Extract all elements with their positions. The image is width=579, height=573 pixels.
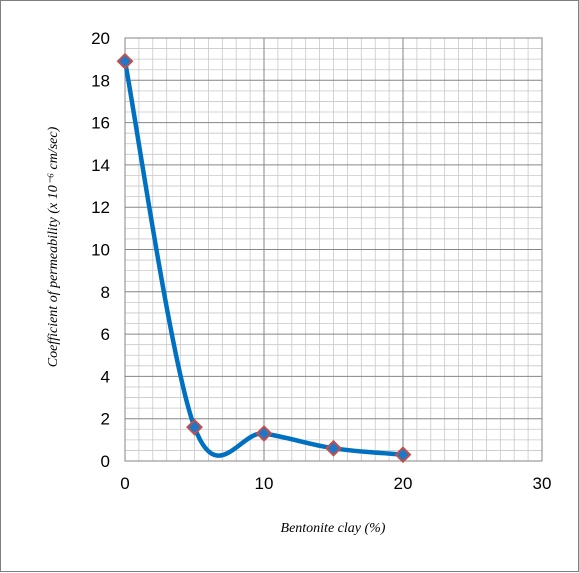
data-point-marker: [186, 418, 203, 436]
y-tick-label: 14: [91, 156, 110, 175]
x-tick-label: 20: [394, 474, 413, 493]
y-tick-label: 8: [101, 283, 110, 302]
major-grid: [124, 37, 543, 462]
y-tick-label: 18: [91, 71, 110, 90]
y-tick-label: 12: [91, 198, 110, 217]
y-tick-label: 10: [91, 241, 110, 260]
y-tick-label: 2: [101, 410, 110, 429]
series-group: [116, 52, 412, 464]
x-tick-labels: 0 10 20 30: [120, 474, 551, 493]
data-point-marker: [116, 52, 134, 70]
y-axis-title: Coefficient of permeability (x 10⁻⁶ cm/s…: [46, 126, 61, 367]
x-tick-label: 10: [255, 474, 274, 493]
y-tick-labels: 0 2 4 6 8 10 12 14 16 18 20: [91, 29, 110, 471]
y-tick-label: 16: [91, 114, 110, 133]
y-tick-label: 4: [101, 367, 110, 386]
data-point-marker: [325, 439, 342, 457]
plot-area-border: [124, 37, 543, 462]
x-tick-label: 0: [120, 474, 129, 493]
y-tick-label: 20: [91, 29, 110, 48]
data-point-marker: [255, 425, 273, 442]
y-tick-label: 0: [101, 452, 110, 471]
y-tick-label: 6: [101, 325, 110, 344]
x-tick-label: 30: [533, 474, 552, 493]
x-axis-title: Bentonite clay (%): [281, 521, 386, 536]
data-point-marker: [394, 446, 412, 464]
